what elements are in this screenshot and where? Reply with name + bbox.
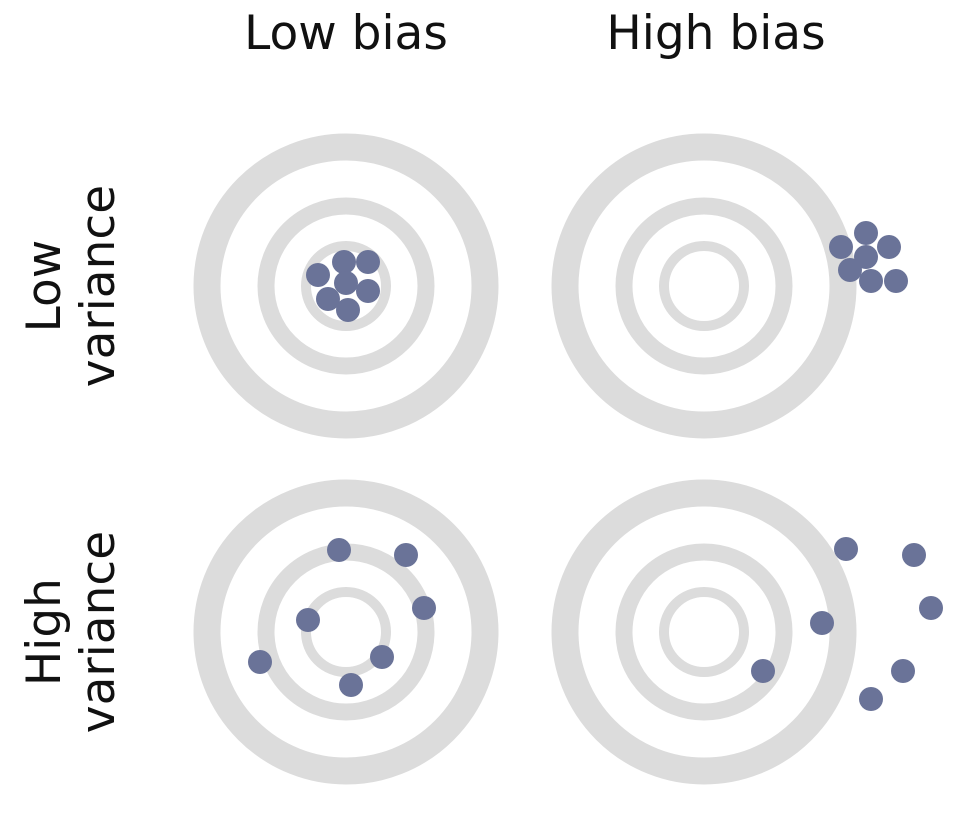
target-outer-ring <box>551 479 857 785</box>
hit-dot <box>316 287 340 311</box>
target-inner-ring <box>659 587 749 677</box>
target-inner-ring <box>301 587 391 677</box>
hit-dot <box>356 250 380 274</box>
hit-dot <box>854 245 878 269</box>
target-low-bias-high-variance <box>193 479 499 785</box>
hit-dot <box>891 659 915 683</box>
hit-dot <box>859 269 883 293</box>
target-inner-ring <box>659 241 749 331</box>
hit-dot <box>327 538 351 562</box>
target-middle-ring <box>615 197 793 375</box>
target-outer-ring <box>193 479 499 785</box>
target-low-bias-low-variance <box>193 133 499 439</box>
hit-dot <box>854 221 878 245</box>
hit-dot <box>412 596 436 620</box>
target-outer-ring <box>551 133 857 439</box>
column-header-low-bias: Low bias <box>244 6 448 61</box>
hit-dot <box>394 543 418 567</box>
hit-dot <box>884 269 908 293</box>
hit-dot <box>838 258 862 282</box>
target-middle-ring <box>257 197 435 375</box>
hit-dot <box>334 271 358 295</box>
hit-dot <box>810 611 834 635</box>
target-high-bias-low-variance <box>551 133 908 439</box>
hit-dot <box>751 659 775 683</box>
column-header-high-bias: High bias <box>606 6 826 61</box>
hit-dot <box>829 235 853 259</box>
hit-dot <box>332 250 356 274</box>
hit-dot <box>248 650 272 674</box>
hit-dot <box>296 608 320 632</box>
hit-dot <box>336 298 360 322</box>
hit-dot <box>306 263 330 287</box>
hit-dot <box>339 673 363 697</box>
target-middle-ring <box>615 543 793 721</box>
hit-dot <box>919 596 943 620</box>
target-outer-ring <box>193 133 499 439</box>
hit-dot <box>859 687 883 711</box>
hit-dot <box>902 543 926 567</box>
hit-dot <box>370 645 394 669</box>
hit-dot <box>834 537 858 561</box>
hit-dot <box>877 235 901 259</box>
target-high-bias-high-variance <box>551 479 943 785</box>
target-inner-ring <box>301 241 391 331</box>
hit-dot <box>356 279 380 303</box>
